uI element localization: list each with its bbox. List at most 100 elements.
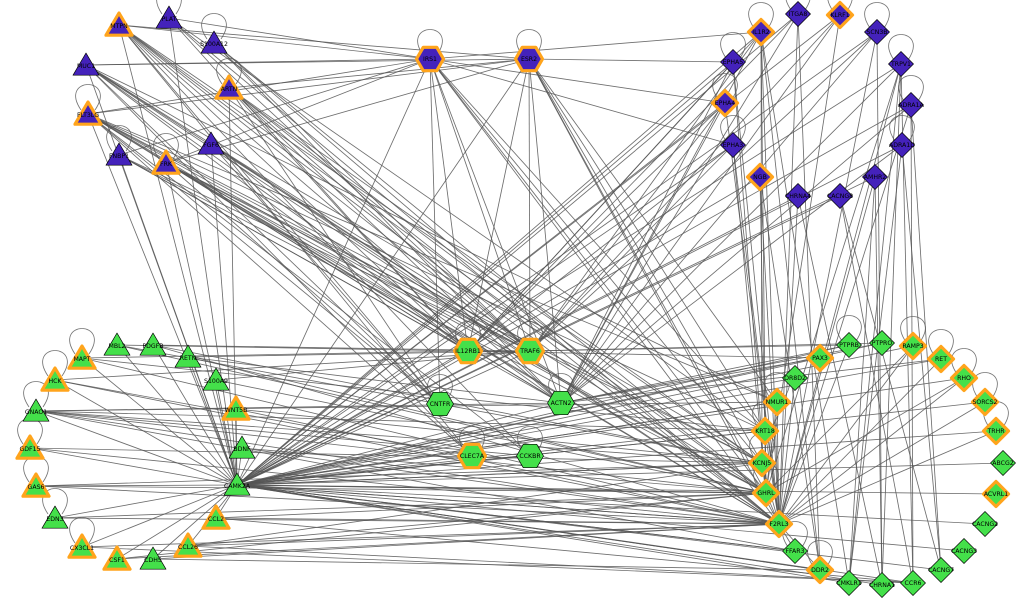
network-node-sorcs2[interactable]	[970, 387, 1000, 417]
network-node-ffar3[interactable]	[782, 538, 808, 564]
network-node-nmur1[interactable]	[762, 387, 792, 417]
network-node-actn2[interactable]	[547, 390, 575, 416]
network-edge	[87, 113, 766, 432]
network-node-kcnj5[interactable]	[747, 448, 777, 478]
network-node-edn3[interactable]	[41, 505, 69, 529]
network-node-cacng7[interactable]	[928, 557, 954, 583]
network-node-cdh5[interactable]	[139, 546, 167, 570]
network-edge	[236, 104, 912, 486]
network-edge	[168, 17, 531, 352]
network-node-scn3b[interactable]	[864, 19, 890, 45]
network-edge	[168, 17, 431, 60]
network-node-ghrl[interactable]	[751, 478, 781, 508]
network-edge	[759, 176, 780, 525]
network-node-irs1[interactable]	[414, 45, 446, 73]
network-edge	[81, 523, 780, 548]
network-node-ccl26[interactable]	[173, 532, 203, 558]
network-node-ddr2[interactable]	[805, 555, 835, 585]
network-node-trpv1[interactable]	[888, 51, 914, 77]
network-node-bdnf[interactable]	[228, 435, 256, 459]
network-node-ramp3[interactable]	[898, 331, 928, 361]
network-edge	[165, 162, 531, 352]
network-node-il1r2[interactable]	[746, 17, 776, 47]
network-edge	[560, 358, 942, 404]
network-node-wnt5b[interactable]	[221, 395, 251, 421]
network-edge	[901, 144, 942, 571]
network-node-fgf6[interactable]	[197, 131, 225, 155]
network-node-ptpro[interactable]	[869, 330, 895, 356]
network-node-ptprb[interactable]	[836, 332, 862, 358]
network-node-pdgfb[interactable]	[139, 332, 167, 356]
network-edge	[187, 462, 763, 547]
network-node-epha5[interactable]	[720, 49, 746, 75]
network-node-artn[interactable]	[214, 74, 244, 100]
network-node-s100a12[interactable]	[200, 30, 228, 54]
network-edge	[236, 377, 796, 486]
network-node-mbl2[interactable]	[103, 332, 131, 356]
network-node-cacng2[interactable]	[972, 511, 998, 537]
network-edge	[228, 58, 530, 89]
network-node-adra1d[interactable]	[889, 132, 915, 158]
network-node-gnao1[interactable]	[22, 398, 50, 422]
network-node-krt18[interactable]	[750, 416, 780, 446]
network-node-il12rb1[interactable]	[452, 337, 484, 365]
network-node-acvrl1[interactable]	[981, 479, 1011, 509]
network-node-fnbp1[interactable]	[105, 142, 133, 166]
node-label: TRPV1	[890, 61, 911, 68]
network-node-mapt[interactable]	[67, 344, 97, 370]
network-node-klrf1[interactable]	[825, 0, 855, 30]
network-node-pax3[interactable]	[805, 343, 835, 373]
network-edge	[118, 24, 530, 60]
network-node-cmklr1[interactable]	[836, 570, 862, 596]
network-node-f2rl3[interactable]	[764, 509, 794, 539]
network-node-ngb[interactable]	[745, 162, 775, 192]
network-edge	[168, 17, 469, 352]
network-node-gas6[interactable]	[21, 472, 51, 498]
network-edge	[236, 102, 726, 486]
network-node-clec7a[interactable]	[456, 442, 488, 470]
network-node-cacng3[interactable]	[951, 538, 977, 564]
network-node-chrna4[interactable]	[785, 183, 811, 209]
network-node-frk[interactable]	[151, 149, 181, 175]
network-node-chrna1[interactable]	[869, 572, 895, 598]
network-edge	[765, 377, 965, 494]
network-node-epha3[interactable]	[720, 132, 746, 158]
network-node-itga8[interactable]	[785, 1, 811, 27]
network-node-trhr[interactable]	[981, 416, 1011, 446]
network-node-ret[interactable]	[926, 344, 956, 374]
network-edge	[81, 357, 238, 486]
network-node-cntfr[interactable]	[426, 391, 454, 417]
network-node-adra1a[interactable]	[898, 92, 924, 118]
network-node-camk2a[interactable]	[223, 472, 251, 496]
network-edge	[235, 408, 780, 525]
network-node-mtpn[interactable]	[104, 11, 134, 37]
network-node-s100a9[interactable]	[202, 367, 230, 391]
network-node-muc1[interactable]	[72, 52, 100, 76]
network-node-cckbr[interactable]	[516, 443, 544, 469]
network-node-flt3lg[interactable]	[73, 100, 103, 126]
self-loop-edge	[836, 315, 862, 342]
network-node-csf1[interactable]	[102, 545, 132, 571]
network-node-or8d2[interactable]	[782, 365, 808, 391]
node-layer[interactable]	[15, 0, 1016, 598]
network-edge	[187, 356, 562, 404]
network-node-plat[interactable]	[155, 5, 183, 29]
network-node-rho[interactable]	[949, 363, 979, 393]
node-label: ABCG2	[992, 460, 1013, 467]
network-node-cx3cl1[interactable]	[67, 533, 97, 559]
network-edge	[467, 144, 734, 352]
network-node-amhr2[interactable]	[862, 164, 888, 190]
network-node-hck[interactable]	[40, 366, 70, 392]
network-node-cacng8[interactable]	[827, 183, 853, 209]
network-node-ccl2[interactable]	[201, 504, 231, 530]
network-node-abcg2[interactable]	[990, 450, 1016, 476]
network-node-traf6[interactable]	[514, 337, 546, 365]
network-node-retn[interactable]	[174, 344, 202, 368]
network-edge	[85, 64, 778, 403]
network-node-esr2[interactable]	[513, 45, 545, 73]
network-node-epha4[interactable]	[710, 88, 740, 118]
network-node-gdf15[interactable]	[15, 434, 45, 460]
network-node-ccr6[interactable]	[900, 570, 926, 596]
